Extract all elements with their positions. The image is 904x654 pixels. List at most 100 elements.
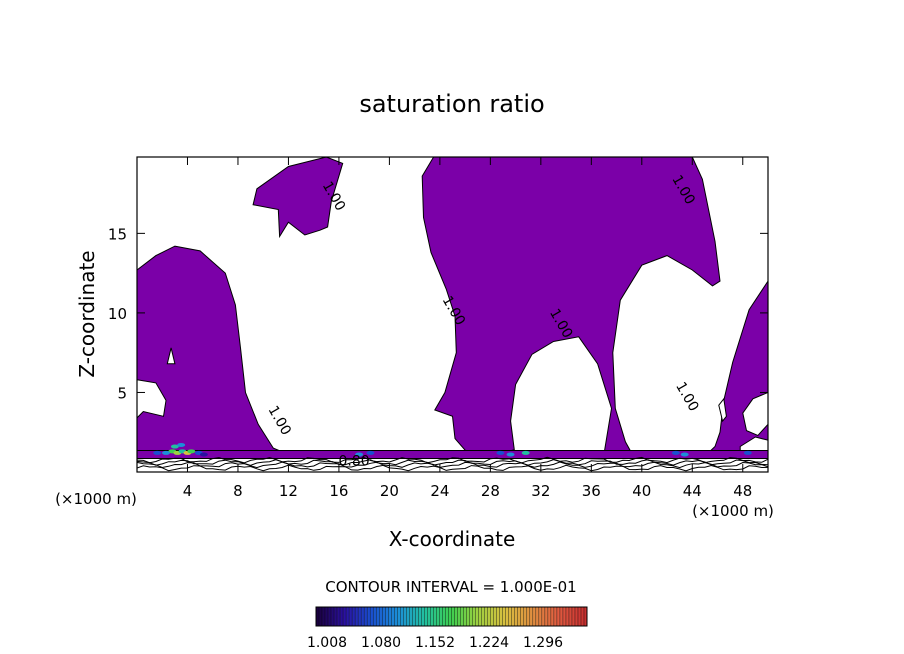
surface-contour-line [137, 461, 768, 469]
high-value-spot [366, 450, 375, 455]
colorbar-stripe [571, 607, 575, 626]
colorbar-stripe [322, 607, 326, 626]
contour-interval-text: CONTOUR INTERVAL = 1.000E-01 [325, 578, 576, 596]
filled-region-surface-band [137, 450, 768, 459]
high-value-spot [680, 452, 689, 457]
high-value-spot [355, 452, 364, 457]
hole-right-hole-2 [742, 391, 768, 436]
colorbar-stripe [499, 607, 503, 626]
colorbar-stripe [457, 607, 461, 626]
high-value-spot [671, 450, 680, 455]
high-value-spot [153, 450, 162, 455]
colorbar-stripe [526, 607, 530, 626]
colorbar-stripe [583, 607, 587, 626]
x-axis-label: X-coordinate [389, 527, 516, 551]
colorbar-stripe [430, 607, 434, 626]
colorbar-stripe [568, 607, 572, 626]
colorbar-stripe [433, 607, 437, 626]
colorbar-stripe [535, 607, 539, 626]
high-value-spot [496, 450, 505, 455]
x-unit-right: (×1000 m) [692, 502, 774, 520]
colorbar-stripe [403, 607, 407, 626]
filled-region-center-anvil [421, 157, 721, 459]
colorbar-stripe [463, 607, 467, 626]
colorbar-stripe [574, 607, 578, 626]
x-tick-label: 40 [632, 482, 651, 500]
colorbar-stripe [352, 607, 356, 626]
contour-label: 1.00 [672, 379, 701, 414]
colorbar-stripe [505, 607, 509, 626]
x-tick-label: 20 [380, 482, 399, 500]
high-value-spot [743, 450, 752, 455]
x-tick-label: 16 [329, 482, 348, 500]
colorbar-stripe [502, 607, 506, 626]
colorbar-stripe [472, 607, 476, 626]
x-unit-left: (×1000 m) [55, 490, 137, 508]
colorbar-stripe [514, 607, 518, 626]
colorbar-stripe [343, 607, 347, 626]
colorbar-stripe [538, 607, 542, 626]
surface-contour-line [137, 456, 768, 464]
colorbar-stripe [328, 607, 332, 626]
x-tick-label: 44 [683, 482, 702, 500]
colorbar-stripe [487, 607, 491, 626]
colorbar-stripe [424, 607, 428, 626]
colorbar-stripe [367, 607, 371, 626]
colorbar-stripe [496, 607, 500, 626]
colorbar-stripe [556, 607, 560, 626]
colorbar-tick-label: 1.296 [523, 635, 563, 651]
colorbar-stripe [364, 607, 368, 626]
colorbar-stripe [391, 607, 395, 626]
x-tick-label: 12 [279, 482, 298, 500]
colorbar-stripe [445, 607, 449, 626]
colorbar-stripe [331, 607, 335, 626]
colorbar-stripe [370, 607, 374, 626]
colorbar-stripe [454, 607, 458, 626]
colorbar-stripe [382, 607, 386, 626]
colorbar-stripe [553, 607, 557, 626]
colorbar-stripe [319, 607, 323, 626]
colorbar-stripe [529, 607, 533, 626]
colorbar-stripe [541, 607, 545, 626]
colorbar-tick-label: 1.152 [415, 635, 455, 651]
plot-frame [136, 156, 769, 473]
colorbar-stripe [520, 607, 524, 626]
high-value-spot [162, 450, 171, 455]
colorbar-stripe [421, 607, 425, 626]
colorbar-stripe [427, 607, 431, 626]
colorbar-stripe [508, 607, 512, 626]
high-value-spot [199, 452, 208, 457]
colorbar-stripe [469, 607, 473, 626]
x-tick-label: 24 [430, 482, 449, 500]
colorbar-stripe [511, 607, 515, 626]
colorbar-stripe [379, 607, 383, 626]
colorbar-stripe [406, 607, 410, 626]
colorbar-stripe [544, 607, 548, 626]
colorbar: 1.008 1.080 1.152 1.224 1.296 [307, 606, 588, 651]
y-axis-label: Z-coordinate [75, 250, 99, 377]
hole-left-hole-2 [137, 379, 167, 419]
colorbar-stripe [340, 607, 344, 626]
colorbar-stripe [490, 607, 494, 626]
contour-label: 1.00 [265, 403, 294, 438]
x-tick-label: 32 [531, 482, 550, 500]
colorbar-stripe [559, 607, 563, 626]
filled-region-upper-left-blob [252, 157, 344, 239]
colorbar-stripe [484, 607, 488, 626]
colorbar-tick-label: 1.008 [307, 635, 347, 651]
colorbar-stripe [388, 607, 392, 626]
colorbar-stripe [412, 607, 416, 626]
colorbar-stripe [373, 607, 377, 626]
colorbar-tick-label: 1.224 [469, 635, 509, 651]
colorbar-stripe [418, 607, 422, 626]
colorbar-stripe [337, 607, 341, 626]
surface-contour-line [137, 464, 768, 472]
colorbar-stripe [550, 607, 554, 626]
surface-contour-line [137, 459, 768, 466]
colorbar-stripe [442, 607, 446, 626]
colorbar-stripe [397, 607, 401, 626]
colorbar-stripe [478, 607, 482, 626]
colorbar-stripe [436, 607, 440, 626]
colorbar-stripe [460, 607, 464, 626]
